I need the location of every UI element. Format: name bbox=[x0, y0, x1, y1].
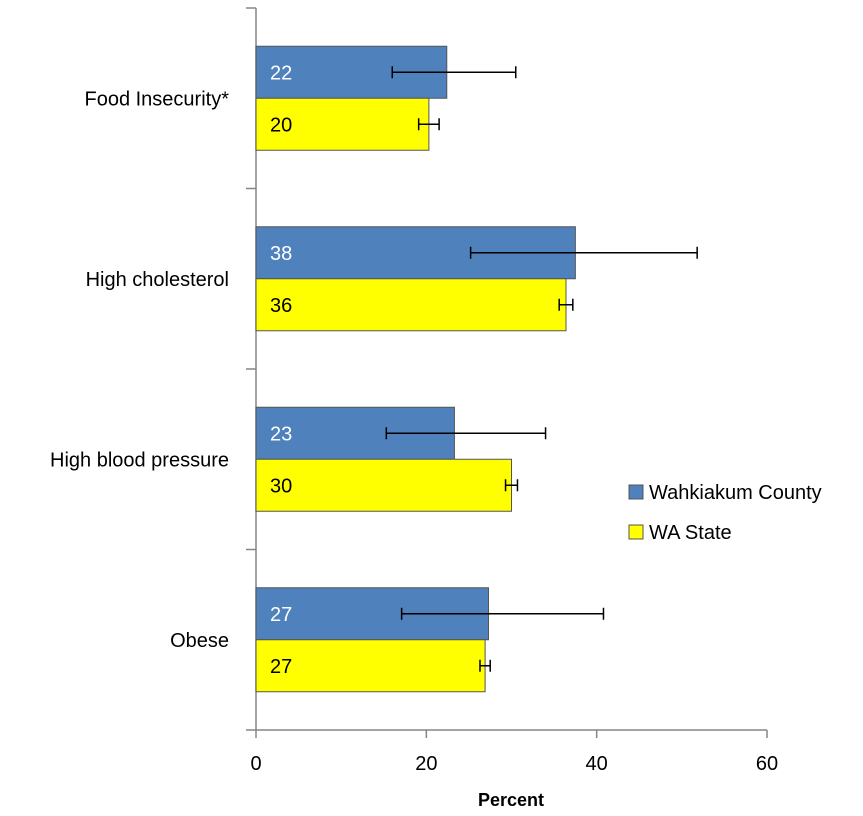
data-label: 30 bbox=[270, 475, 292, 497]
bar bbox=[255, 278, 567, 332]
legend-swatch bbox=[628, 484, 644, 500]
data-label: 22 bbox=[270, 62, 292, 84]
legend: Wahkiakum County WA State bbox=[628, 482, 822, 544]
data-label: 38 bbox=[270, 243, 292, 265]
category-label: Food Insecurity* bbox=[84, 88, 229, 110]
bar bbox=[255, 97, 430, 151]
labels-layer: Food Insecurity* 22 20 High cholesterol 38 36… bbox=[50, 62, 292, 678]
bar bbox=[255, 458, 512, 512]
data-label: 27 bbox=[270, 656, 292, 678]
bars-layer bbox=[255, 45, 698, 693]
legend-label: Wahkiakum County bbox=[649, 482, 822, 504]
data-label: 27 bbox=[270, 604, 292, 626]
data-label: 23 bbox=[270, 423, 292, 445]
category-label: High blood pressure bbox=[50, 449, 229, 471]
x-tick-label: 40 bbox=[586, 753, 608, 775]
category-label: High cholesterol bbox=[86, 269, 229, 291]
data-label: 36 bbox=[270, 295, 292, 317]
data-label: 20 bbox=[270, 114, 292, 136]
x-tick-label: 0 bbox=[250, 753, 261, 775]
x-tick-label: 20 bbox=[415, 753, 437, 775]
legend-label: WA State bbox=[649, 522, 732, 544]
bar bbox=[255, 639, 486, 693]
category-label: Obese bbox=[170, 630, 229, 652]
x-axis-title: Percent bbox=[478, 790, 544, 810]
legend-swatch bbox=[628, 524, 644, 540]
x-tick-label: 60 bbox=[756, 753, 778, 775]
